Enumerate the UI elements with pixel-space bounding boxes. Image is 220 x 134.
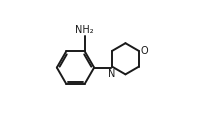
Text: NH₂: NH₂ xyxy=(75,25,94,35)
Text: N: N xyxy=(108,69,116,79)
Text: O: O xyxy=(141,46,149,56)
